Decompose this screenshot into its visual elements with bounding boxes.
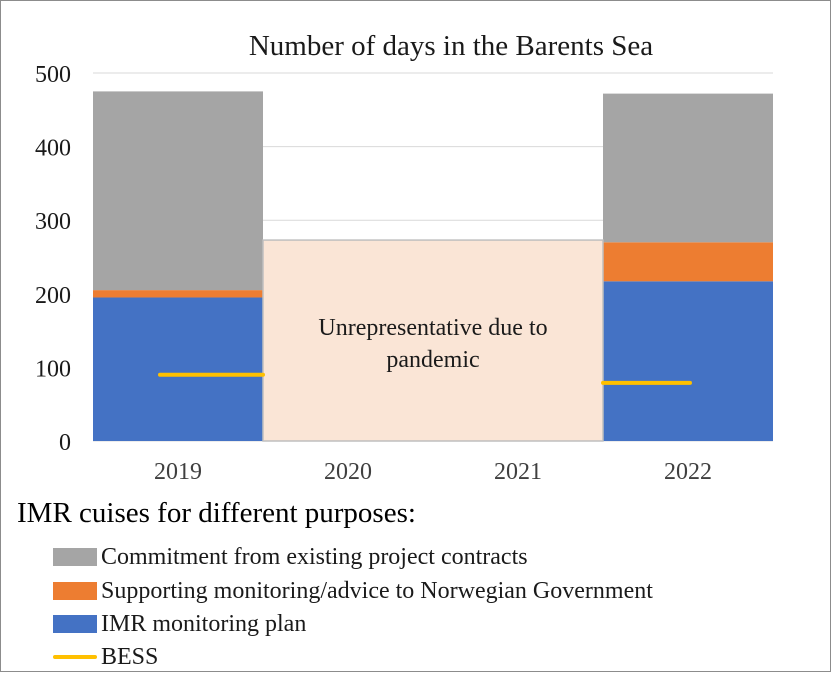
legend-item-monitoring-plan: IMR monitoring plan (53, 610, 306, 638)
legend-label: Commitment from existing project contrac… (101, 543, 528, 570)
legend-swatch-orange (53, 582, 97, 600)
bar-segment (603, 242, 773, 282)
y-tick-label: 400 (35, 136, 71, 162)
legend-label: IMR monitoring plan (101, 610, 307, 637)
bars (93, 91, 773, 441)
chart-title: Number of days in the Barents Sea (249, 30, 653, 62)
bar-segment (93, 297, 263, 441)
y-tick-label: 200 (35, 283, 71, 309)
x-tick-label: 2019 (154, 459, 202, 485)
pandemic-annotation-box (262, 239, 604, 442)
x-tick-label: 2021 (494, 459, 542, 485)
legend-item-bess: BESS (53, 643, 158, 671)
legend-item-commitment: Commitment from existing project contrac… (53, 543, 528, 571)
annotation-text-line-1: Unrepresentative due to (318, 315, 547, 341)
y-tick-label: 100 (35, 356, 71, 382)
x-tick-label: 2020 (324, 459, 372, 485)
y-tick-label: 0 (59, 430, 71, 456)
y-tick-label: 300 (35, 209, 71, 235)
legend-swatch-gray (53, 548, 97, 566)
legend-label: BESS (101, 643, 159, 670)
bess-markers (158, 372, 692, 385)
bar-segment (603, 93, 773, 243)
legend-swatch-blue (53, 615, 97, 633)
bar-segment (93, 290, 263, 298)
y-tick-label: 500 (35, 62, 71, 88)
x-tick-label: 2022 (664, 459, 712, 485)
legend-label: Supporting monitoring/advice to Norwegia… (101, 577, 653, 604)
bar-segment (93, 91, 263, 291)
annotation-text-line-2: pandemic (386, 347, 479, 373)
legend-item-supporting: Supporting monitoring/advice to Norwegia… (53, 577, 653, 605)
y-axis-ticks: 0 100 200 300 400 500 (35, 62, 71, 456)
x-axis-ticks: 2019 2020 2021 2022 (154, 459, 712, 485)
annotation: Unrepresentative due to pandemic (262, 239, 604, 442)
bar-chart: Number of days in the Barents Sea 0 100 20… (35, 30, 773, 485)
legend-swatch-yellow-line (53, 655, 97, 659)
bar-segment (603, 281, 773, 441)
legend-title: IMR cuises for different purposes: (17, 497, 416, 529)
